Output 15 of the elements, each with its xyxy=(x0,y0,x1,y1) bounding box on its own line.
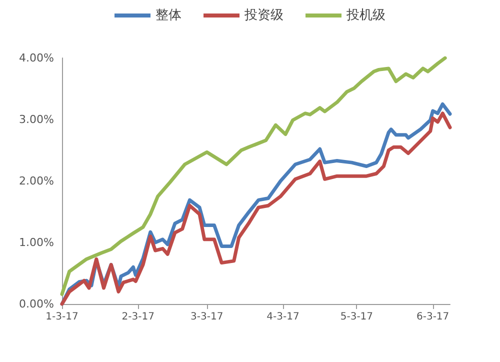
y-tick-label: 4.00% xyxy=(19,52,54,64)
legend-label: 整体 xyxy=(156,8,182,23)
x-tick-label: 2-3-17 xyxy=(122,312,154,322)
legend-label: 投机级 xyxy=(346,8,386,23)
line-series xyxy=(60,56,447,296)
y-tick-label: 1.00% xyxy=(19,236,54,249)
x-tick-label: 5-3-17 xyxy=(340,312,374,322)
y-tick-label: 3.00% xyxy=(19,113,54,126)
x-tick-label: 3-3-17 xyxy=(190,312,224,322)
x-tick-label: 4-3-17 xyxy=(266,312,300,322)
x-tick-label: 6-3-17 xyxy=(416,312,450,322)
legend-label: 投资级 xyxy=(244,8,284,23)
y-tick-label: 0.00% xyxy=(19,298,54,310)
x-tick-label: 1-3-17 xyxy=(46,312,78,322)
y-tick-label: 2.00% xyxy=(19,174,54,188)
